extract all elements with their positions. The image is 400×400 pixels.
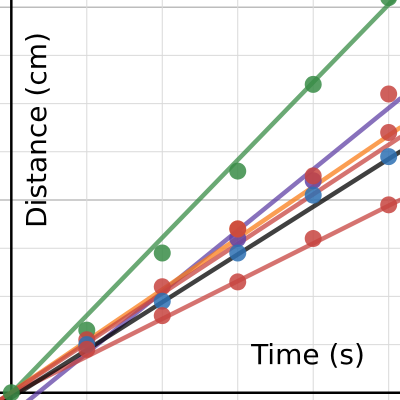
data-point-red [153,307,171,325]
data-point-green [153,244,171,262]
data-point-blue [304,186,322,204]
data-point-red [304,230,322,248]
data-point-blue [380,148,398,166]
fit-line-red [0,197,400,400]
data-point-green [304,75,322,93]
x-axis-label: Time (s) [250,338,365,371]
data-point-red [229,220,247,238]
data-point-red [229,273,247,291]
data-point-green [380,0,397,7]
data-point-green [2,384,20,400]
data-point-red [153,278,171,296]
fit-line-red [0,135,400,400]
data-point-red [380,124,398,142]
data-point-red [380,196,398,214]
data-point-green [229,162,247,180]
fit-line-black [3,149,400,400]
data-point-blue [229,244,247,262]
data-point-red [380,85,398,103]
y-axis-label: Distance (cm) [20,32,53,228]
data-point-blue [153,292,171,310]
data-point-red [304,167,322,185]
data-point-red [78,340,96,358]
